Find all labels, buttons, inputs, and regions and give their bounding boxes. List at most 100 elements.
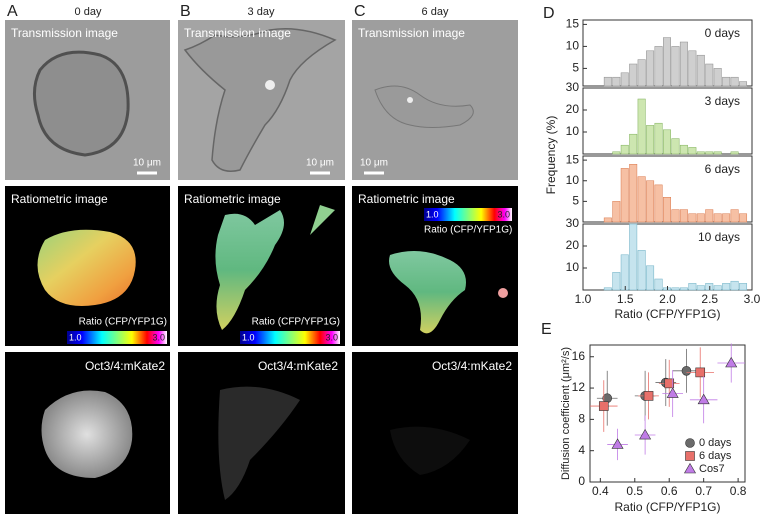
point (697, 393, 710, 405)
image-title: Oct3/4:mKate2 (85, 359, 165, 373)
legend-marker (685, 451, 695, 461)
x-tick-label: 0.5 (626, 484, 643, 498)
y-tick-label: 16 (572, 349, 586, 363)
legend-label: Cos7 (699, 463, 725, 475)
bar (637, 176, 646, 223)
bar (696, 213, 705, 223)
bar (646, 125, 655, 155)
bar (730, 76, 739, 87)
point (666, 387, 679, 398)
image-title: Ratiometric image (184, 192, 281, 206)
bar (739, 283, 748, 291)
y-axis-label: Frequency (%) (544, 116, 558, 195)
panel-day: 6 day (422, 6, 449, 18)
y-tick-label: 10 (566, 39, 580, 53)
subplot-title: 6 days (705, 162, 740, 176)
y-tick-label: 5 (572, 61, 579, 75)
x-axis-label: Ratio (CFP/YFP1G) (614, 500, 720, 514)
cell (389, 251, 466, 334)
subplot-title: 10 days (698, 230, 740, 244)
scale-label: 10 μm (133, 158, 161, 169)
x-tick-label: 3.0 (744, 292, 761, 306)
bar (637, 98, 646, 155)
panel-label: A (7, 3, 18, 20)
bar (637, 59, 646, 87)
y-tick-label: 20 (566, 102, 580, 116)
subplot-title: 0 days (705, 26, 740, 40)
bar (629, 164, 638, 223)
bar (671, 138, 680, 155)
bar (646, 265, 655, 291)
bar (629, 223, 638, 291)
bar (713, 213, 722, 223)
y-tick-label: 12 (572, 380, 586, 394)
point (725, 356, 738, 368)
point (598, 401, 609, 411)
y-tick-label: 30 (566, 216, 580, 230)
cell (37, 229, 136, 306)
x-tick-label: 0.8 (730, 484, 747, 498)
bar (671, 46, 680, 87)
bar (679, 287, 688, 291)
cell (215, 210, 284, 330)
image-title: Transmission image (184, 26, 291, 40)
colorbar (424, 208, 512, 221)
bar (722, 76, 731, 87)
x-tick-label: 2.0 (659, 292, 676, 306)
bar (603, 287, 612, 291)
y-tick-label: 20 (566, 238, 580, 252)
bar (620, 144, 629, 155)
subplot-title: 3 days (705, 94, 740, 108)
bar (722, 283, 731, 291)
cell (310, 205, 335, 235)
bar (612, 76, 621, 87)
legend-marker (683, 462, 697, 474)
point (611, 438, 624, 449)
y-tick-label: 4 (578, 443, 585, 457)
y-tick-label: 5 (572, 194, 579, 208)
bar (730, 280, 739, 291)
x-tick-label: 1.0 (575, 292, 592, 306)
y-tick-label: 0 (578, 474, 585, 488)
legend-label: 6 days (699, 450, 732, 462)
bar (646, 180, 655, 223)
bar (612, 151, 621, 155)
colorbar-label: Ratio (CFP/YFP1G) (79, 317, 167, 328)
x-axis-label: Ratio (CFP/YFP1G) (614, 307, 720, 321)
cell (390, 426, 470, 475)
x-tick-label: 2.5 (701, 292, 718, 306)
image-title: Transmission image (358, 26, 465, 40)
colorbar-label: Ratio (CFP/YFP1G) (252, 317, 340, 328)
bar (713, 285, 722, 291)
bar (730, 209, 739, 223)
bar (679, 209, 688, 223)
bar (713, 68, 722, 87)
bar (688, 50, 697, 87)
plot-frame (589, 344, 746, 483)
bar (629, 133, 638, 155)
y-tick-label: 15 (566, 17, 580, 31)
colorbar-min: 1.0 (426, 209, 439, 219)
bar (739, 213, 748, 223)
y-tick-label: 10 (566, 124, 580, 138)
point (639, 428, 652, 440)
image-title: Oct3/4:mKate2 (258, 359, 338, 373)
bar (654, 122, 663, 155)
image (352, 20, 518, 180)
colorbar (67, 331, 167, 344)
bar (603, 217, 612, 223)
bar (620, 254, 629, 291)
bar (646, 50, 655, 87)
bar (679, 41, 688, 87)
bar (663, 197, 671, 223)
bar (688, 213, 697, 223)
colorbar-max: 3.0 (152, 332, 165, 342)
point (643, 391, 654, 401)
bar (730, 151, 739, 155)
y-tick-label: 10 (566, 173, 580, 187)
bar (629, 63, 638, 87)
panel-label: B (180, 3, 191, 20)
x-tick-label: 1.5 (617, 292, 634, 306)
point (664, 378, 675, 389)
